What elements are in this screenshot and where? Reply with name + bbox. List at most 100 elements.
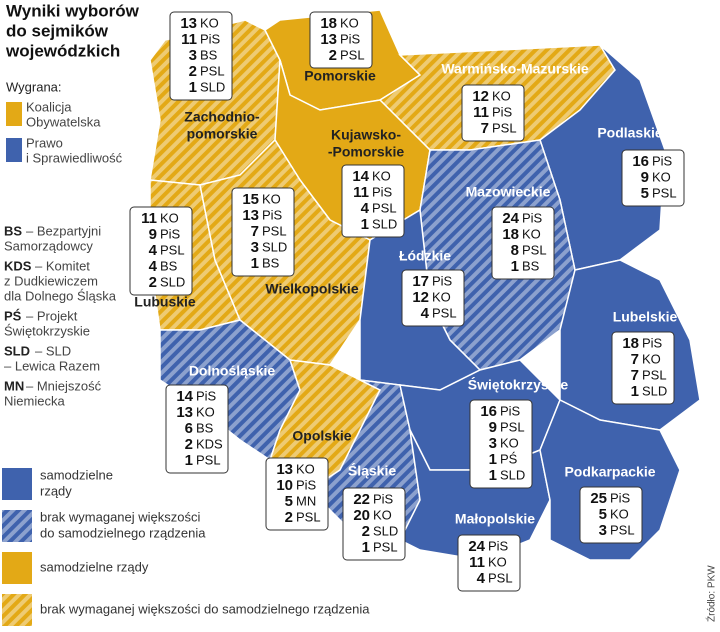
seat-count: 13 [176, 404, 193, 421]
seat-count: 13 [242, 207, 259, 224]
region-name: Lubelskie [613, 309, 678, 325]
party: PiS [432, 273, 453, 288]
status-swatch [2, 594, 32, 626]
seat-count: 3 [251, 239, 259, 256]
abbreviation-desc: – Komitet [35, 258, 90, 273]
seat-count: 16 [480, 403, 497, 420]
seat-count: 11 [181, 31, 197, 48]
region-name: Mazowieckie [466, 184, 551, 200]
party: PSL [652, 185, 677, 200]
seat-count: 9 [489, 419, 497, 436]
seat-count: 1 [489, 451, 497, 468]
seat-count: 2 [329, 47, 337, 64]
seat-count: 1 [489, 467, 497, 484]
seat-count: 11 [353, 184, 369, 201]
region-name: Warmińsko-Mazurskie [441, 61, 589, 77]
status-label: brak wymaganej większości do samodzielne… [40, 601, 370, 616]
party: SLD [642, 383, 667, 398]
abbreviation-desc: Samorządowcy [4, 238, 93, 253]
party: KO [492, 88, 511, 103]
region [539, 398, 681, 561]
party: PiS [373, 491, 394, 506]
seat-count: 1 [189, 79, 197, 96]
seat-count: 17 [412, 273, 429, 290]
region-name: Lubuskie [134, 294, 196, 310]
legend-title: Wygrana: [6, 79, 62, 94]
party: KO [340, 15, 359, 30]
seat-count: 12 [472, 88, 489, 105]
party: PSL [296, 509, 321, 524]
party: KO [610, 506, 629, 521]
abbreviation-desc: – Lewica Razem [4, 358, 100, 373]
seat-count: 14 [176, 388, 193, 405]
region-name: -Pomorskie [328, 144, 404, 160]
abbreviation-desc: Niemiecka [4, 393, 65, 408]
seat-box [611, 331, 675, 405]
seat-count: 5 [285, 493, 293, 510]
region-name: Wielkopolskie [265, 281, 358, 297]
abbreviation: MN [4, 378, 24, 393]
party: PSL [500, 419, 525, 434]
party: PiS [500, 403, 521, 418]
party: KO [262, 191, 281, 206]
abbreviation-desc: dla Dolnego Śląska [4, 288, 117, 303]
party: SLD [160, 274, 185, 289]
seat-count: 11 [469, 554, 485, 571]
party: PiS [642, 335, 663, 350]
legend-label: i Sprawiedliwość [26, 150, 123, 165]
party: PiS [160, 226, 181, 241]
party: BS [262, 255, 280, 270]
party: PiS [372, 184, 393, 199]
seat-count: 3 [189, 47, 197, 64]
seat-count: 11 [141, 210, 157, 227]
party: KO [373, 507, 392, 522]
party: BS [200, 47, 218, 62]
party: KO [200, 15, 219, 30]
party: SLD [372, 216, 397, 231]
seat-count: 24 [502, 210, 519, 227]
region-name: Pomorskie [304, 68, 376, 84]
party: PSL [200, 63, 225, 78]
party: PSL [372, 200, 397, 215]
party: KDS [196, 436, 223, 451]
seat-count: 15 [242, 191, 259, 208]
seat-count: 24 [468, 538, 485, 555]
status-swatch [2, 510, 32, 542]
region-name: Dolnośląskie [189, 363, 276, 379]
party: PiS [652, 153, 673, 168]
seat-count: 1 [361, 216, 369, 233]
status-swatch [2, 468, 32, 500]
party: SLD [262, 239, 287, 254]
region-name: Małopolskie [455, 511, 535, 527]
seat-count: 7 [251, 223, 259, 240]
seat-count: 1 [511, 258, 519, 275]
status-label: rządy [40, 483, 72, 498]
party: PiS [196, 388, 217, 403]
party: BS [196, 420, 214, 435]
seat-count: 13 [320, 31, 337, 48]
seat-box [341, 164, 405, 238]
seat-count: 18 [502, 226, 519, 243]
seat-box [169, 11, 233, 101]
region-name: Podkarpackie [564, 464, 655, 480]
abbreviation: BS [4, 223, 22, 238]
seat-count: 7 [631, 367, 639, 384]
seat-count: 11 [473, 104, 489, 121]
party: KO [488, 554, 507, 569]
seat-box [342, 487, 406, 561]
seat-box [491, 206, 555, 280]
seat-count: 18 [320, 15, 337, 32]
party: PSL [262, 223, 287, 238]
seat-count: 25 [590, 490, 607, 507]
legend-swatch [6, 138, 22, 162]
seat-count: 3 [489, 435, 497, 452]
party: PSL [373, 539, 398, 554]
seat-box [265, 457, 329, 531]
seat-count: 1 [631, 383, 639, 400]
party: SLD [500, 467, 525, 482]
seat-count: 13 [180, 15, 197, 32]
seat-count: 1 [185, 452, 193, 469]
seat-box [231, 187, 295, 277]
